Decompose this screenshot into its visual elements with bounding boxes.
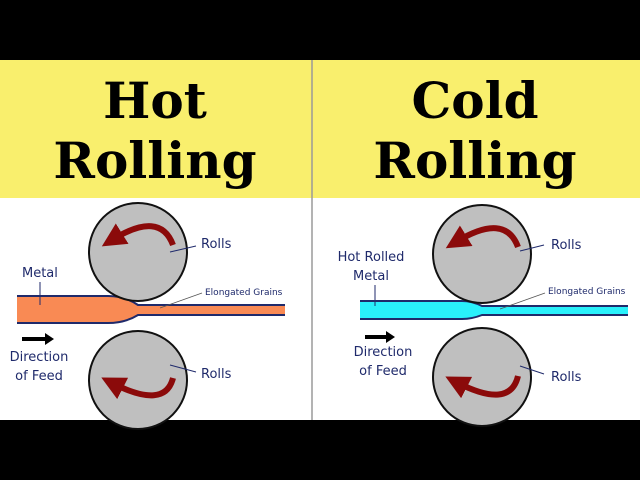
rolls-bottom-label: Rolls — [551, 370, 582, 385]
feed-direction-arrow-icon — [365, 331, 395, 343]
bottom-black-bar — [0, 420, 640, 480]
elongated-grains-label: Elongated Grains — [548, 287, 626, 297]
feed-label-line1: Direction — [10, 350, 69, 365]
metal-label: Metal — [22, 266, 58, 281]
cold-rolling-panel: Cold Rolling Hot Rolled Metal Rolls Roll… — [338, 71, 628, 427]
rolls-bottom-label: Rolls — [201, 367, 232, 382]
feed-label-line2: of Feed — [15, 369, 63, 384]
top-black-bar — [0, 0, 640, 60]
rotation-arrow-icon — [101, 223, 176, 247]
hot-metal-strip — [17, 296, 285, 323]
cold-bottom-roll — [432, 327, 532, 427]
rolls-top-label: Rolls — [201, 237, 232, 252]
rotation-arrow-icon — [445, 225, 521, 249]
feed-direction-arrow-icon — [22, 333, 54, 345]
header-band — [0, 60, 640, 198]
hot-rolled-metal-label-line1: Hot Rolled — [338, 250, 405, 265]
cold-title-line2: Rolling — [373, 131, 576, 190]
feed-label-line1: Direction — [354, 345, 413, 360]
hot-rolling-panel: Hot Rolling Metal Rolls Rolls Elongated … — [10, 71, 285, 430]
cold-title-line1: Cold — [411, 71, 538, 130]
rolls-top-label: Rolls — [551, 238, 582, 253]
hot-title-line2: Rolling — [53, 131, 256, 190]
hot-top-roll — [88, 202, 188, 302]
hot-title-line1: Hot — [103, 71, 207, 130]
rotation-arrow-icon — [445, 375, 521, 399]
hot-bottom-roll — [88, 330, 188, 430]
hot-rolled-metal-label-line2: Metal — [353, 269, 389, 284]
rotation-arrow-icon — [101, 377, 176, 400]
elongated-grains-label: Elongated Grains — [205, 288, 283, 298]
feed-label-line2: of Feed — [359, 364, 407, 379]
cold-top-roll — [432, 204, 532, 304]
